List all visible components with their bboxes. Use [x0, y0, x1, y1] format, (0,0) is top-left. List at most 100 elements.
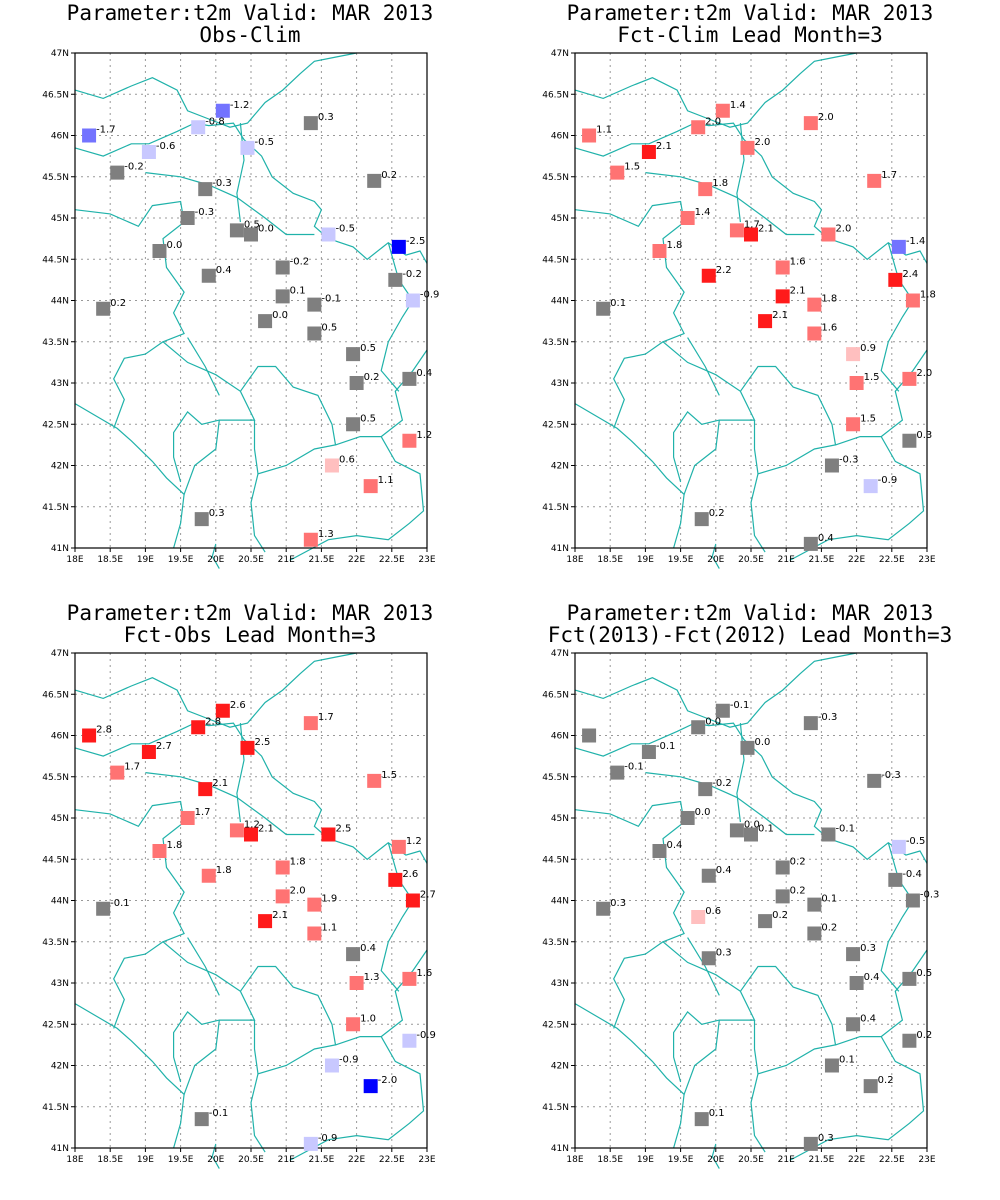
station-value-label: 0.1 — [610, 298, 626, 309]
y-tick-label: 44N — [551, 897, 569, 907]
coastline-line — [645, 172, 815, 236]
x-tick-label: 20.5E — [738, 1155, 764, 1165]
coastline-line — [183, 1020, 220, 1095]
station-value-label: 1.5 — [624, 162, 640, 173]
station-value-label: 1.4 — [695, 207, 711, 218]
station-value-label: -0.2 — [290, 257, 310, 268]
y-tick-label: 41N — [551, 544, 569, 554]
station-marker — [258, 314, 273, 329]
x-tick-label: 21E — [778, 1155, 795, 1165]
coastline-line — [574, 652, 857, 728]
x-tick-label: 20E — [207, 555, 224, 565]
station-marker — [641, 145, 656, 159]
y-tick-label: 46.5N — [42, 690, 69, 700]
panel-subtitle: Fct-Obs Lead Month=3 — [124, 623, 377, 647]
x-tick-label: 23E — [918, 555, 935, 565]
station-value-label: 2.1 — [656, 141, 672, 152]
station-value-label: -0.2 — [402, 269, 422, 280]
y-tick-label: 44.5N — [542, 855, 569, 865]
coastline-line — [380, 242, 414, 392]
coastline-line — [880, 842, 914, 992]
station-value-label: -0.1 — [110, 898, 130, 909]
station-marker — [367, 173, 382, 188]
station-marker — [110, 165, 125, 180]
station-marker — [240, 740, 255, 755]
coastline-line — [687, 337, 720, 396]
x-tick-label: 18.5E — [597, 1155, 623, 1165]
station-value-label: -0.1 — [209, 1108, 229, 1119]
coastline-line — [574, 722, 928, 864]
y-tick-label: 47N — [551, 49, 569, 59]
station-marker — [694, 1112, 709, 1127]
station-marker — [258, 914, 273, 929]
station-value-label: -0.9 — [420, 290, 440, 301]
station-marker — [902, 433, 917, 448]
station-value-label: 0.4 — [818, 533, 834, 544]
station-value-label: 1.8 — [712, 178, 728, 189]
station-marker — [902, 971, 917, 986]
station-marker — [610, 165, 625, 180]
station-value-label: 1.8 — [216, 865, 232, 876]
station-value-label: 1.7 — [744, 219, 760, 230]
station-marker — [141, 145, 156, 159]
station-value-label: 1.3 — [364, 972, 380, 983]
station-marker — [324, 458, 339, 473]
station-value-label: -1.7 — [96, 125, 116, 136]
x-tick-label: 22E — [848, 555, 865, 565]
coastline-line — [74, 122, 428, 264]
coastline-line — [789, 1036, 925, 1161]
panel-fct-obs: Parameter:t2m Valid: MAR 2013 Fct-Obs Lea… — [0, 600, 500, 1200]
station-marker — [803, 536, 818, 551]
station-marker — [303, 1136, 318, 1151]
y-tick-label: 42N — [551, 1062, 569, 1072]
coastlines — [74, 52, 428, 569]
y-tick-label: 44N — [551, 297, 569, 307]
y-tick-label: 43N — [51, 379, 69, 389]
coastline-line — [289, 436, 425, 561]
y-tick-label: 42N — [551, 462, 569, 472]
map-grid — [575, 53, 927, 548]
y-tick-label: 45N — [51, 214, 69, 224]
station-value-label: -1.2 — [230, 100, 250, 111]
station-value-label: -0.4 — [902, 869, 922, 880]
station-value-label: 1.7 — [124, 762, 140, 773]
station-value-label: -0.3 — [920, 890, 940, 901]
station-marker — [821, 227, 836, 242]
y-tick-label: 41N — [51, 1144, 69, 1154]
station-value-label: 1.8 — [166, 840, 182, 851]
x-tick-label: 21.5E — [809, 1155, 835, 1165]
y-tick-label: 44N — [51, 297, 69, 307]
y-tick-label: 42.5N — [542, 1020, 569, 1030]
station-value-label: 0.6 — [339, 455, 355, 466]
station-value-label: -0.6 — [156, 141, 176, 152]
map-grid — [75, 653, 427, 1148]
station-marker — [902, 1033, 917, 1048]
station-value-label: 2.5 — [335, 824, 351, 835]
x-tick-label: 20E — [707, 555, 724, 565]
station-marker — [729, 823, 744, 838]
coastline-line — [789, 436, 925, 561]
station-value-label: 0.1 — [709, 1108, 725, 1119]
station-value-label: 2.7 — [156, 741, 172, 752]
station-value-label: 0.2 — [110, 298, 126, 309]
x-tick-label: 21.5E — [309, 555, 335, 565]
y-tick-label: 41N — [551, 1144, 569, 1154]
station-marker — [201, 268, 216, 283]
panel-fct-diff: Parameter:t2m Valid: MAR 2013 Fct(2013)-F… — [500, 600, 1000, 1200]
coastline-line — [880, 242, 914, 392]
station-value-label: 1.2 — [244, 819, 260, 830]
station-value-label: 0.0 — [258, 224, 274, 235]
station-value-label: 0.2 — [709, 508, 725, 519]
station-value-label: 0.1 — [839, 1055, 855, 1066]
station-value-label: 0.2 — [790, 885, 806, 896]
station-marker — [905, 293, 920, 308]
x-tick-label: 19.5E — [668, 1155, 694, 1165]
station-marker — [303, 716, 318, 731]
station-value-label: 1.7 — [318, 712, 334, 723]
station-value-label: 1.5 — [864, 372, 880, 383]
station-value-label: 2.1 — [772, 310, 788, 321]
station-marker — [191, 120, 206, 135]
x-tick-label: 20.5E — [238, 555, 264, 565]
station-marker — [198, 182, 213, 197]
x-tick-label: 18.5E — [97, 555, 123, 565]
